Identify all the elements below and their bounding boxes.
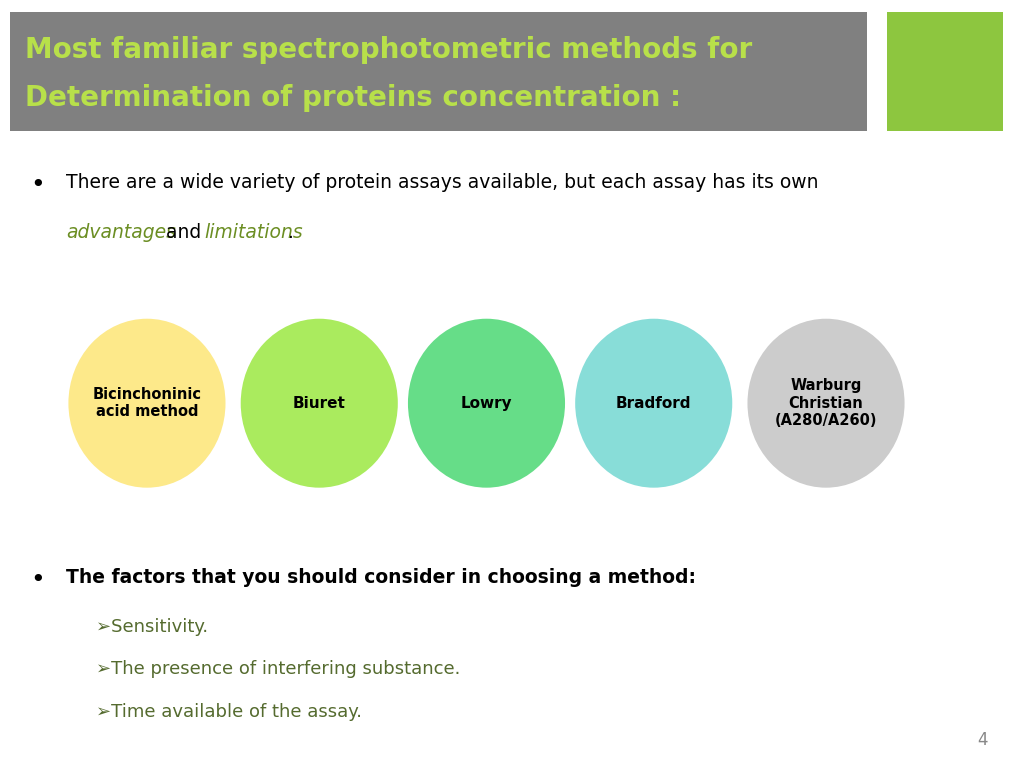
Ellipse shape (575, 319, 732, 488)
Text: Determination of proteins concentration :: Determination of proteins concentration … (26, 84, 681, 111)
Ellipse shape (748, 319, 904, 488)
Text: Warburg
Christian
(A280/A260): Warburg Christian (A280/A260) (775, 379, 878, 428)
Text: ➢The presence of interfering substance.: ➢The presence of interfering substance. (96, 660, 461, 678)
Text: Bicinchoninic
acid method: Bicinchoninic acid method (92, 387, 202, 419)
Text: ➢Time available of the assay.: ➢Time available of the assay. (96, 703, 362, 720)
Ellipse shape (408, 319, 565, 488)
Text: There are a wide variety of protein assays available, but each assay has its own: There are a wide variety of protein assa… (66, 173, 818, 192)
Text: The factors that you should consider in choosing a method:: The factors that you should consider in … (66, 568, 696, 588)
Text: Biuret: Biuret (293, 396, 346, 411)
Text: •: • (31, 173, 45, 197)
Text: 4: 4 (978, 731, 988, 749)
Text: limitations: limitations (205, 223, 303, 242)
Text: advantages: advantages (66, 223, 176, 242)
FancyBboxPatch shape (887, 12, 1004, 131)
Text: •: • (31, 568, 45, 592)
Text: and: and (160, 223, 208, 242)
Text: Most familiar spectrophotometric methods for: Most familiar spectrophotometric methods… (26, 36, 753, 64)
Ellipse shape (69, 319, 225, 488)
FancyBboxPatch shape (10, 12, 866, 131)
Text: Lowry: Lowry (461, 396, 512, 411)
Ellipse shape (241, 319, 397, 488)
Text: ➢Sensitivity.: ➢Sensitivity. (96, 618, 209, 636)
Text: Bradford: Bradford (616, 396, 691, 411)
Text: .: . (288, 223, 294, 242)
